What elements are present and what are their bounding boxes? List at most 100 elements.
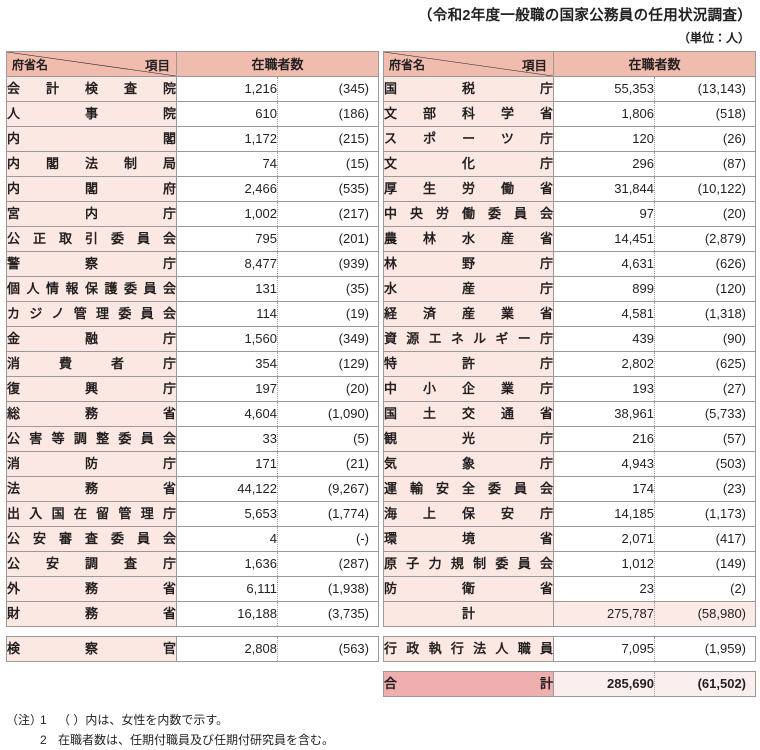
table-row: 内閣 1,172 (215) xyxy=(6,125,380,152)
employee-count-total: 4 xyxy=(176,525,278,552)
footnote-text: （ ）内は、女性を内数で示す。 xyxy=(58,712,229,727)
employee-count-female: (58,980) xyxy=(653,600,757,627)
diagonal-divider-icon xyxy=(8,52,175,76)
organization-name: 公安審査委員会 xyxy=(6,525,177,552)
organization-name: 国税庁 xyxy=(383,75,554,102)
table-row: 警察庁 8,477 (939) xyxy=(6,250,380,277)
employee-count-female: (61,502) xyxy=(654,670,756,697)
table-row: 水産庁 899 (120) xyxy=(383,275,757,302)
footnote-row: （注） 1 （ ）内は、女性を内数で示す。 xyxy=(6,711,760,731)
table-row: 内閣府 2,466 (535) xyxy=(6,175,380,202)
header-org-item-split-cell: 項目 府省名 xyxy=(6,50,177,77)
table-row: 厚生労働省 31,844 (10,122) xyxy=(383,175,757,202)
footnotes: （注） 1 （ ）内は、女性を内数で示す。 2 在職者数は、任期付職員及び任期付… xyxy=(0,697,760,750)
employee-count-total: 14,451 xyxy=(553,225,655,252)
grand-total-body: 合計 285,690 (61,502) xyxy=(383,670,756,697)
organization-name: 水産庁 xyxy=(383,275,554,302)
unit-note: （単位：人） xyxy=(677,30,750,45)
table-row: 会計検査院 1,216 (345) xyxy=(6,75,380,102)
organization-name: 消費者庁 xyxy=(6,350,177,377)
organization-name: 観光庁 xyxy=(383,425,554,452)
employee-count-total: 4,631 xyxy=(553,250,655,277)
table-header-row: 項目 府省名 在職者数 xyxy=(383,50,757,77)
employee-count-total: 23 xyxy=(553,575,655,602)
table-row: 公安審査委員会 4 (-) xyxy=(6,525,380,552)
table-row: 文化庁 296 (87) xyxy=(383,150,757,177)
table-row: 海上保安庁 14,185 (1,173) xyxy=(383,500,757,527)
organization-name: スポーツ庁 xyxy=(383,125,554,152)
employee-count-total: 275,787 xyxy=(553,600,655,627)
employee-count-female: (19) xyxy=(276,300,380,327)
organization-name: 会計検査院 xyxy=(6,75,177,102)
employee-count-female: (9,267) xyxy=(276,475,380,502)
employee-count-total: 4,581 xyxy=(553,300,655,327)
header-org-label: 府省名 xyxy=(389,57,426,72)
table-row: 総務省 4,604 (1,090) xyxy=(6,400,380,427)
employee-count-female: (120) xyxy=(653,275,757,302)
employee-count-total: 6,111 xyxy=(176,575,278,602)
table-row: 中小企業庁 193 (27) xyxy=(383,375,757,402)
organization-name: 内閣府 xyxy=(6,175,177,202)
employee-count-total: 285,690 xyxy=(553,670,655,697)
table-row: 金融庁 1,560 (349) xyxy=(6,325,380,352)
organization-name: 国土交通省 xyxy=(383,400,554,427)
employee-count-female: (90) xyxy=(653,325,757,352)
organization-name: 気象庁 xyxy=(383,450,554,477)
employee-count-total: 131 xyxy=(176,275,278,302)
employee-count-female: (2) xyxy=(653,575,757,602)
employee-count-female: (3,735) xyxy=(276,600,380,627)
employee-count-total: 439 xyxy=(553,325,655,352)
footnote-number: 2 xyxy=(40,732,47,747)
employee-count-female: (1,090) xyxy=(276,400,380,427)
employee-count-female: (503) xyxy=(653,450,757,477)
organization-name: 内閣 xyxy=(6,125,177,152)
table-row: 公安調査庁 1,636 (287) xyxy=(6,550,380,577)
employee-count-total: 2,466 xyxy=(176,175,278,202)
left-stat-table: 項目 府省名 在職者数 会計検査院 1,216 (345) 人事院 610 (186) 内閣… xyxy=(6,50,380,627)
employee-count-female: (518) xyxy=(653,100,757,127)
employee-count-total: 795 xyxy=(176,225,278,252)
employee-count-total: 4,604 xyxy=(176,400,278,427)
header-count-label: 在職者数 xyxy=(552,50,757,77)
organization-name: 計 xyxy=(383,600,554,627)
right-extra-body: 行政執行法人職員 7,095 (1,959) xyxy=(383,635,756,662)
header-org-item-split-cell: 項目 府省名 xyxy=(383,50,554,77)
employee-count-female: (23) xyxy=(653,475,757,502)
organization-name: 特許庁 xyxy=(383,350,554,377)
organization-name: 経済産業省 xyxy=(383,300,554,327)
table-row: カジノ管理委員会 114 (19) xyxy=(6,300,380,327)
employee-count-female: (215) xyxy=(276,125,380,152)
employee-count-total: 38,961 xyxy=(553,400,655,427)
employee-count-total: 1,560 xyxy=(176,325,278,352)
employee-count-total: 97 xyxy=(553,200,655,227)
employee-count-female: (625) xyxy=(653,350,757,377)
table-row: 外務省 6,111 (1,938) xyxy=(6,575,380,602)
employee-count-female: (349) xyxy=(276,325,380,352)
table-row: 環境省 2,071 (417) xyxy=(383,525,757,552)
left-extra-table: 検察官 2,808 (563) xyxy=(6,635,379,662)
employee-count-total: 197 xyxy=(176,375,278,402)
employee-count-female: (417) xyxy=(653,525,757,552)
table-row: 個人情報保護委員会 131 (35) xyxy=(6,275,380,302)
table-row: 出入国在留管理庁 5,653 (1,774) xyxy=(6,500,380,527)
organization-name: 警察庁 xyxy=(6,250,177,277)
employee-count-total: 2,808 xyxy=(176,635,278,662)
employee-count-total: 55,353 xyxy=(553,75,655,102)
table-row: 特許庁 2,802 (625) xyxy=(383,350,757,377)
employee-count-female: (15) xyxy=(276,150,380,177)
employee-count-total: 1,002 xyxy=(176,200,278,227)
table-row: 検察官 2,808 (563) xyxy=(6,635,379,662)
header-item-label: 項目 xyxy=(521,58,547,73)
table-row: 防衛省 23 (2) xyxy=(383,575,757,602)
employee-count-total: 114 xyxy=(176,300,278,327)
table-row: 文部科学省 1,806 (518) xyxy=(383,100,757,127)
table-row: 国税庁 55,353 (13,143) xyxy=(383,75,757,102)
employee-count-total: 5,653 xyxy=(176,500,278,527)
organization-name: 公害等調整委員会 xyxy=(6,425,177,452)
table-row: 林野庁 4,631 (626) xyxy=(383,250,757,277)
employee-count-female: (287) xyxy=(276,550,380,577)
table-row: 財務省 16,188 (3,735) xyxy=(6,600,380,627)
table-row: 国土交通省 38,961 (5,733) xyxy=(383,400,757,427)
table-header-row: 項目 府省名 在職者数 xyxy=(6,50,380,77)
table-row: 人事院 610 (186) xyxy=(6,100,380,127)
